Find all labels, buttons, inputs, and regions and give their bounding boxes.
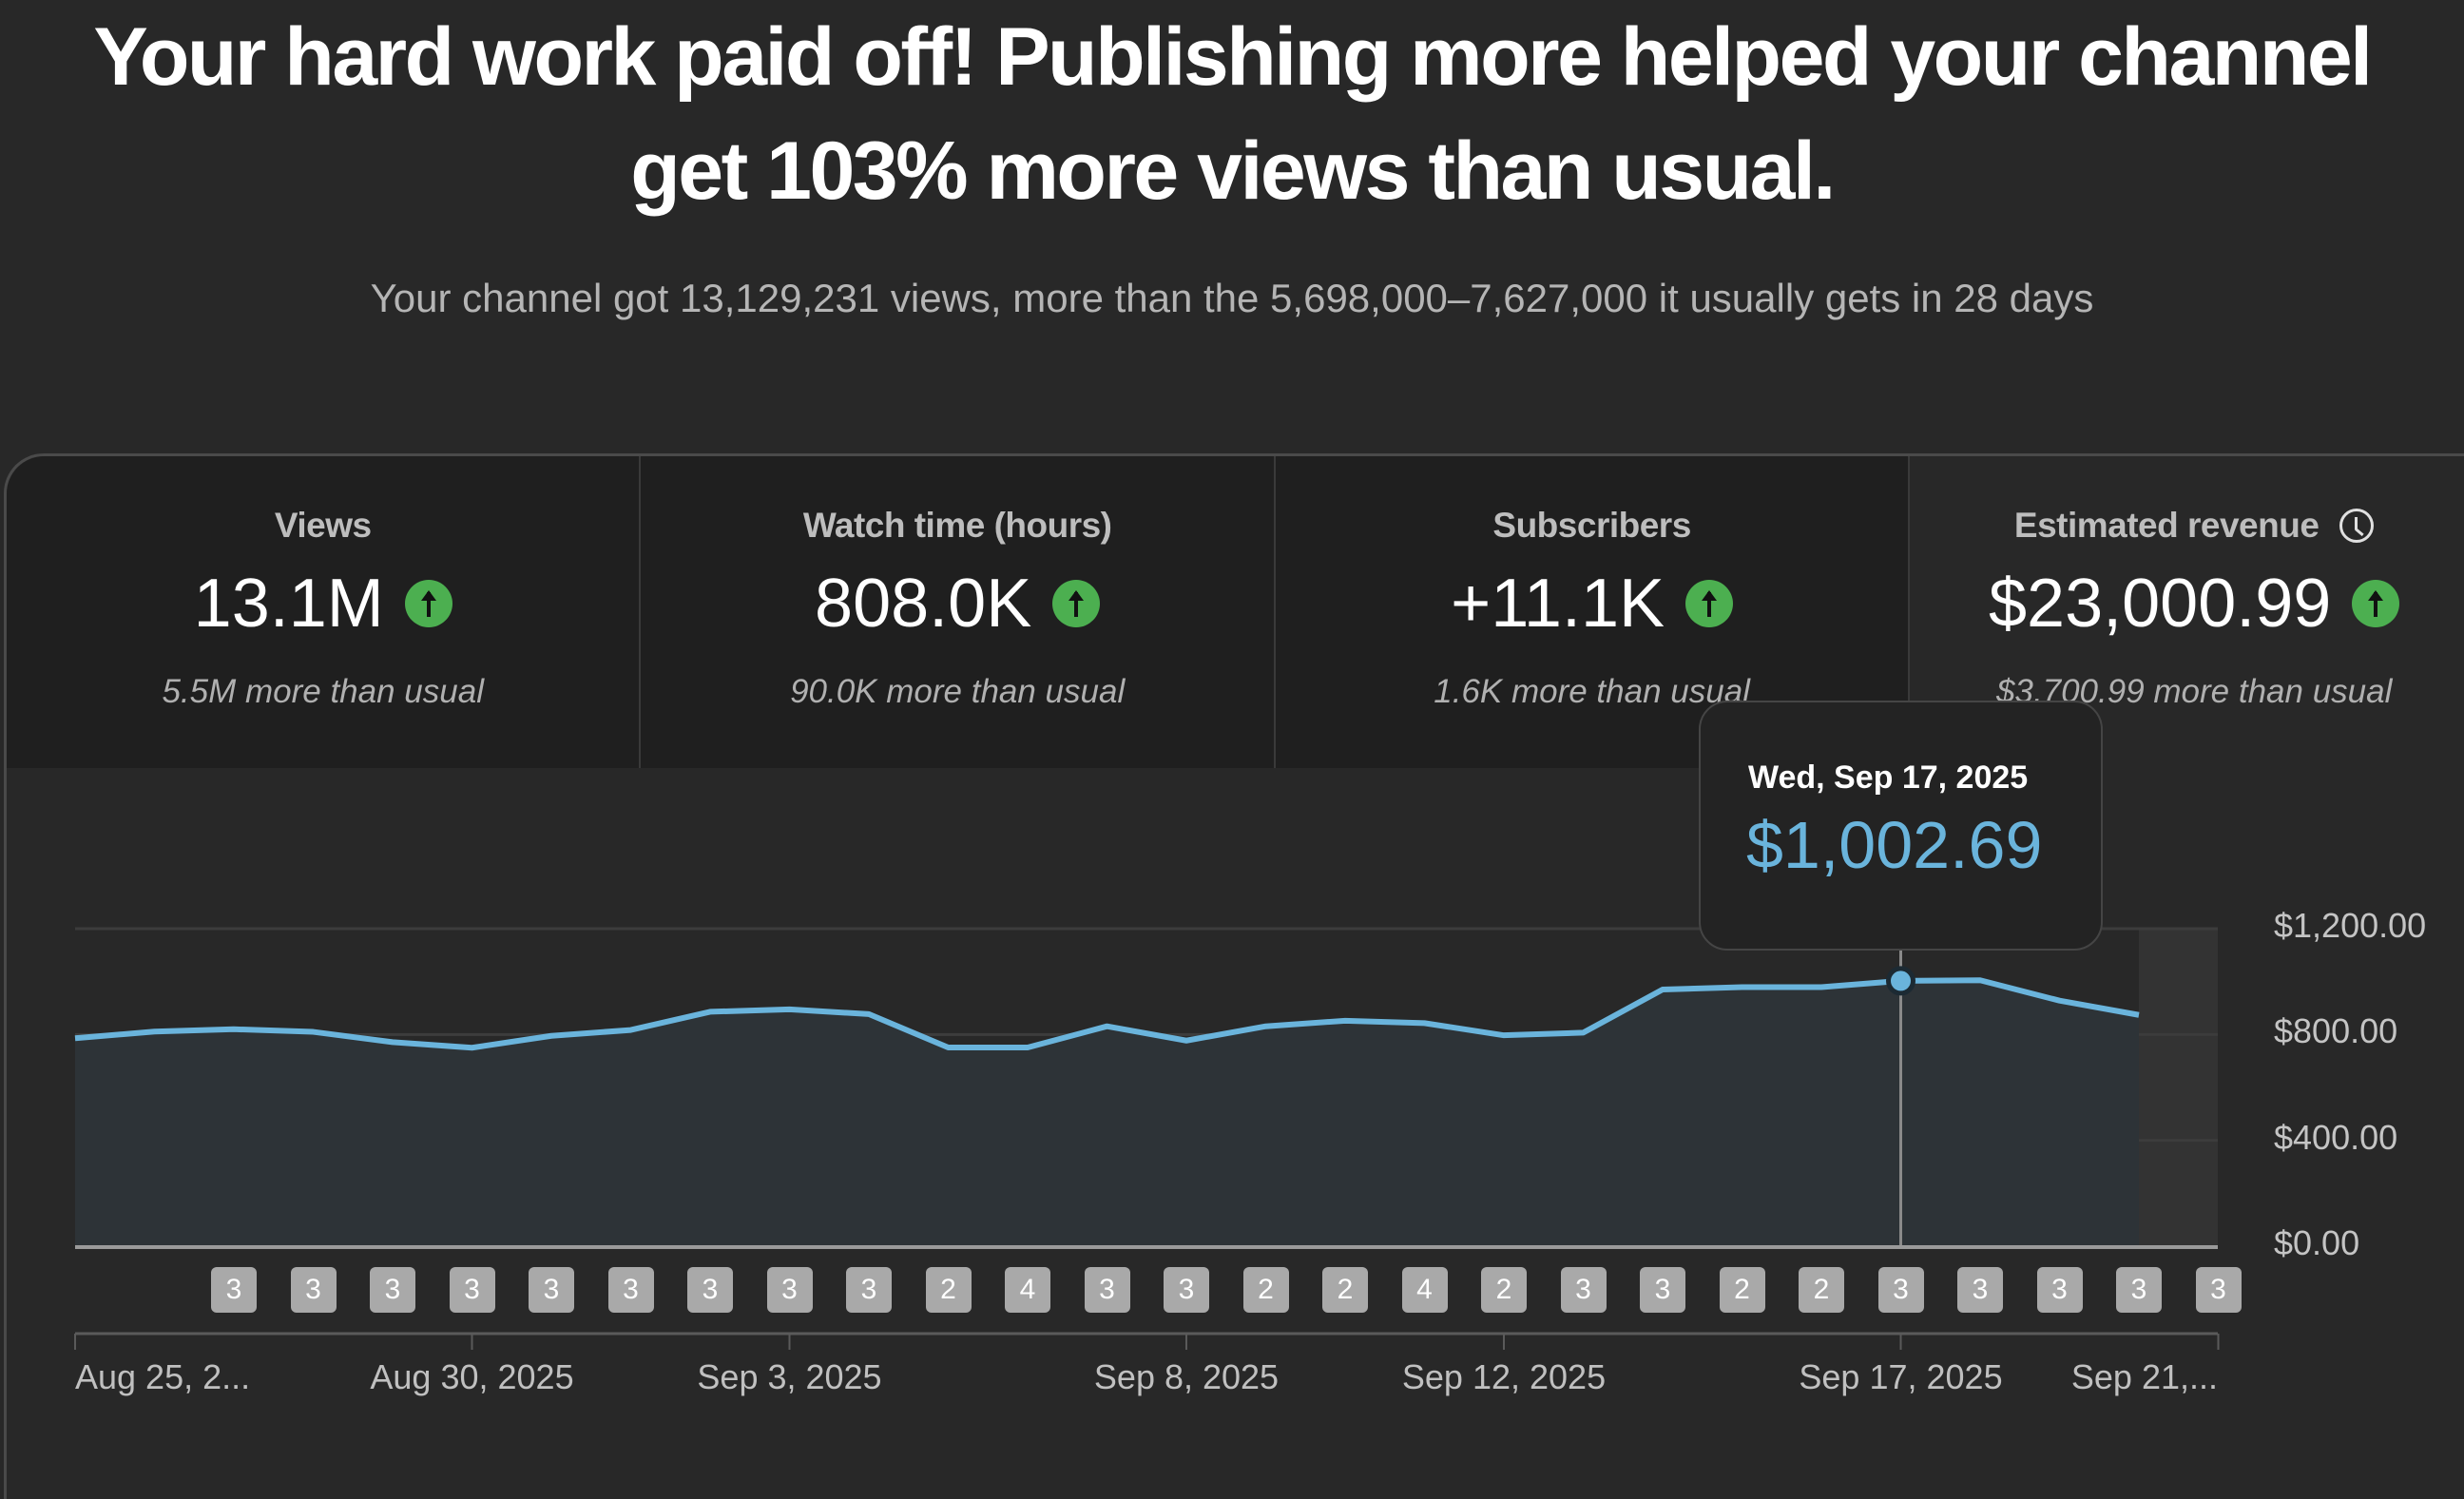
highlight-point xyxy=(1886,966,1915,996)
clock-icon[interactable] xyxy=(2339,509,2375,543)
upload-count-badge[interactable]: 2 xyxy=(1322,1267,1368,1313)
upload-count-badge[interactable]: 3 xyxy=(1877,1267,1924,1313)
upload-count-badge[interactable]: 2 xyxy=(925,1267,972,1313)
headline: Your hard work paid off! Publishing more… xyxy=(0,0,2464,228)
upload-count-badge[interactable]: 2 xyxy=(1242,1267,1289,1313)
y-axis-label: $400.00 xyxy=(2274,1117,2398,1157)
metric-comparison: 5.5M more than usual xyxy=(162,673,484,710)
metric-value-row: $23,000.99 xyxy=(1910,561,2464,646)
upload-count-badge[interactable]: 3 xyxy=(2195,1267,2242,1313)
metric-title: Views xyxy=(274,506,372,545)
metric-value: $23,000.99 xyxy=(1988,566,2332,642)
upload-count-badge[interactable]: 3 xyxy=(1957,1267,2003,1313)
y-axis-label: $800.00 xyxy=(2274,1011,2398,1051)
upload-count-badge[interactable]: 3 xyxy=(370,1267,415,1313)
x-axis-label: Sep 21,... xyxy=(2070,1357,2218,1396)
tooltip-value: $1,002.69 xyxy=(1746,808,2043,882)
metric-value-row: 13.1M xyxy=(7,561,639,646)
upload-count-badge[interactable]: 3 xyxy=(449,1267,495,1313)
metric-title: Watch time (hours) xyxy=(802,506,1112,545)
upload-count-badge[interactable]: 3 xyxy=(607,1267,654,1313)
x-axis-label: Aug 25, 2... xyxy=(75,1357,251,1396)
trend-up-icon xyxy=(2352,580,2400,627)
upload-count-badge[interactable]: 3 xyxy=(846,1267,892,1313)
subtitle: Your channel got 13,129,231 views, more … xyxy=(370,276,2094,320)
upload-count-badge[interactable]: 3 xyxy=(211,1267,257,1313)
metric-value-row: 808.0K xyxy=(641,561,1273,646)
metric-value: 13.1M xyxy=(193,566,384,642)
upload-count-badge[interactable]: 3 xyxy=(1640,1267,1685,1313)
line-chart-plot[interactable] xyxy=(0,768,2464,1468)
trend-up-icon xyxy=(1685,580,1734,627)
y-axis-label: $0.00 xyxy=(2274,1223,2360,1262)
x-axis-label: Sep 3, 2025 xyxy=(697,1357,882,1396)
chart-tooltip: Wed, Sep 17, 2025 $1,002.69 xyxy=(1699,701,2103,951)
upload-count-badge[interactable]: 3 xyxy=(290,1267,337,1313)
y-axis-label: $1,200.00 xyxy=(2274,906,2427,945)
metric-card-subscribers[interactable]: Subscribers +11.1K 1.6K more than usual xyxy=(1275,456,1911,768)
metric-comparison: 90.0K more than usual xyxy=(790,673,1126,710)
metric-title: Estimated revenue xyxy=(2013,506,2320,545)
tooltip-date: Wed, Sep 17, 2025 xyxy=(1748,759,2029,796)
upload-count-badge[interactable]: 3 xyxy=(1084,1267,1130,1313)
revenue-line xyxy=(74,977,2140,1051)
trend-up-icon xyxy=(1052,580,1101,627)
upload-count-badge[interactable]: 3 xyxy=(2116,1267,2162,1313)
x-axis-label: Sep 12, 2025 xyxy=(1401,1357,1607,1396)
upload-count-badge[interactable]: 3 xyxy=(687,1267,733,1313)
upload-count-badge[interactable]: 2 xyxy=(1481,1267,1527,1313)
upload-count-badge[interactable]: 3 xyxy=(1164,1267,1209,1313)
upload-count-badge[interactable]: 3 xyxy=(766,1267,813,1313)
upload-count-badge[interactable]: 4 xyxy=(1005,1267,1050,1313)
upload-count-badge[interactable]: 3 xyxy=(2036,1267,2083,1313)
x-axis-label: Aug 30, 2025 xyxy=(370,1357,574,1396)
upload-count-badge[interactable]: 3 xyxy=(1560,1267,1607,1313)
metric-value: 808.0K xyxy=(815,566,1032,642)
upload-count-badge[interactable]: 2 xyxy=(1799,1267,1844,1313)
upload-count-badge[interactable]: 4 xyxy=(1401,1267,1448,1313)
metric-value-row: +11.1K xyxy=(1276,561,1908,646)
metric-card-views[interactable]: Views 13.1M 5.5M more than usual xyxy=(7,456,642,768)
metric-card-watch-time[interactable]: Watch time (hours) 808.0K 90.0K more tha… xyxy=(641,456,1276,768)
metric-comparison: 1.6K more than usual xyxy=(1434,673,1750,710)
metric-value: +11.1K xyxy=(1451,566,1665,642)
metric-title: Subscribers xyxy=(1492,506,1691,545)
revenue-chart[interactable]: $1,200.00 $800.00 $400.00 $0.00 Aug 25, 2...… xyxy=(0,768,2464,1468)
area-fill xyxy=(75,980,2139,1246)
analytics-panel xyxy=(4,453,2464,1499)
metric-title-row: Estimated revenue xyxy=(1910,506,2464,546)
incomplete-data-region xyxy=(2139,929,2218,1246)
upload-count-badge[interactable]: 3 xyxy=(529,1267,574,1313)
trend-up-icon xyxy=(404,580,452,627)
headline-line-2: get 103% more views than usual. xyxy=(630,125,1836,217)
upload-count-badge[interactable]: 2 xyxy=(1719,1267,1765,1313)
x-axis-label: Sep 8, 2025 xyxy=(1093,1357,1280,1396)
headline-line-1: Your hard work paid off! Publishing more… xyxy=(93,11,2373,103)
x-axis-label: Sep 17, 2025 xyxy=(1799,1357,2003,1396)
